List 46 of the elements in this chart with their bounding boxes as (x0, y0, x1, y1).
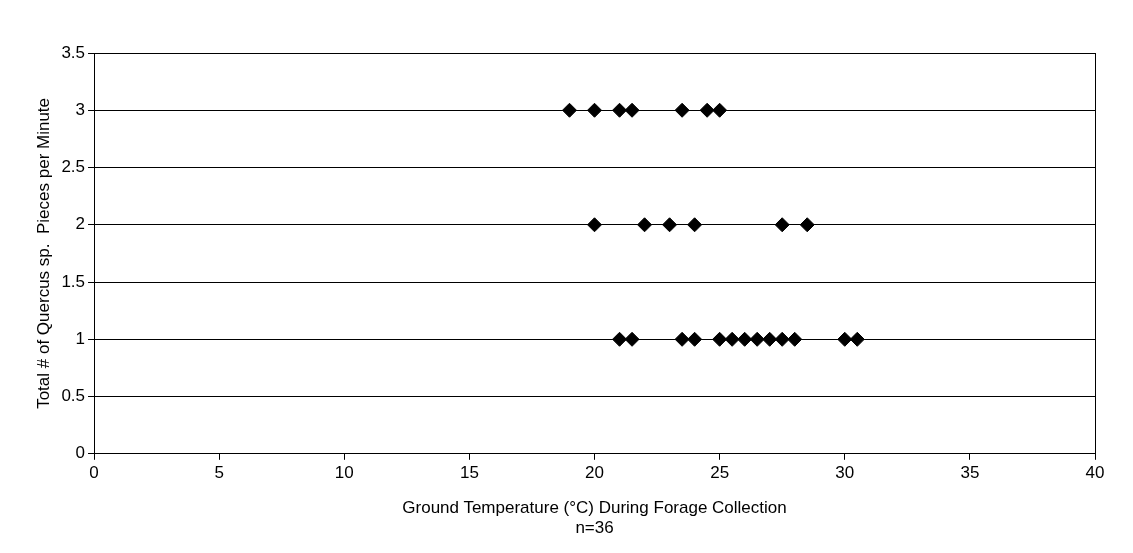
point (699, 102, 715, 118)
x-tick-label: 5 (214, 462, 224, 482)
y-tick-label: 3.5 (61, 42, 86, 62)
point (687, 217, 703, 233)
point (849, 331, 865, 347)
y-tick-label: 0.5 (61, 386, 86, 406)
point (612, 331, 628, 347)
point (587, 217, 603, 233)
x-tick-label: 35 (960, 462, 980, 482)
point (637, 217, 653, 233)
point (712, 331, 728, 347)
x-tick-label: 15 (459, 462, 479, 482)
point (774, 331, 790, 347)
point (612, 102, 628, 118)
x-tick-label: 30 (835, 462, 855, 482)
point (774, 217, 790, 233)
text: n=36 (575, 518, 614, 538)
point (724, 331, 740, 347)
y-tick-label: 0 (75, 443, 86, 463)
point (762, 331, 778, 347)
y-tick-label: 2 (75, 214, 86, 234)
y-tick-label: 2.5 (61, 157, 86, 177)
point (674, 102, 690, 118)
point (749, 331, 765, 347)
x-tick-label: 40 (1085, 462, 1105, 482)
point (624, 102, 640, 118)
point (674, 331, 690, 347)
x-axis-title: Ground Temperature (°C) During Forage Collection (402, 498, 787, 518)
y-tick-label: 3 (75, 99, 86, 119)
point (587, 102, 603, 118)
y-axis-title: Total # of Quercus sp. Pieces per Minute (33, 97, 53, 409)
y-tick-label: 1 (75, 328, 86, 348)
x-tick-label: 10 (334, 462, 354, 482)
point (799, 217, 815, 233)
point (712, 102, 728, 118)
point (662, 217, 678, 233)
x-tick-label: 0 (89, 462, 99, 482)
point (561, 102, 577, 118)
point (687, 331, 703, 347)
point (624, 331, 640, 347)
x-tick-label: 20 (585, 462, 604, 482)
y-tick-label: 1.5 (61, 271, 86, 291)
point (787, 331, 803, 347)
point (737, 331, 753, 347)
x-tick-label: 25 (710, 462, 730, 482)
point (837, 331, 853, 347)
